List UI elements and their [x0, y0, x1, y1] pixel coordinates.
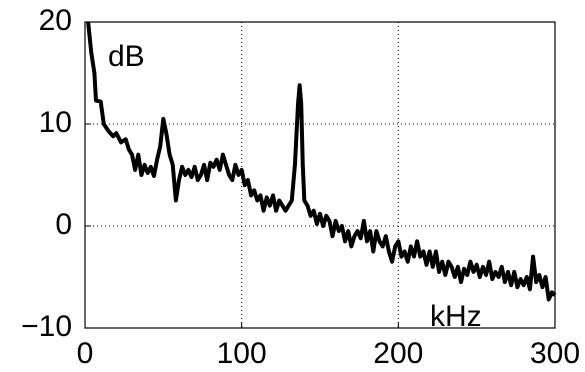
- annotation: kHz: [430, 300, 482, 333]
- y-tick-label: 0: [55, 208, 72, 241]
- x-tick-label: 300: [530, 337, 580, 370]
- y-tick-label: −10: [21, 310, 72, 343]
- y-tick-label: 20: [39, 4, 72, 37]
- x-tick-label: 100: [217, 337, 267, 370]
- plot-frame: [84, 21, 556, 329]
- x-tick-label: 200: [373, 337, 423, 370]
- data-line: [86, 21, 557, 302]
- annotation: dB: [108, 40, 145, 73]
- y-tick-label: 10: [39, 106, 72, 139]
- x-tick-label: 0: [77, 337, 94, 370]
